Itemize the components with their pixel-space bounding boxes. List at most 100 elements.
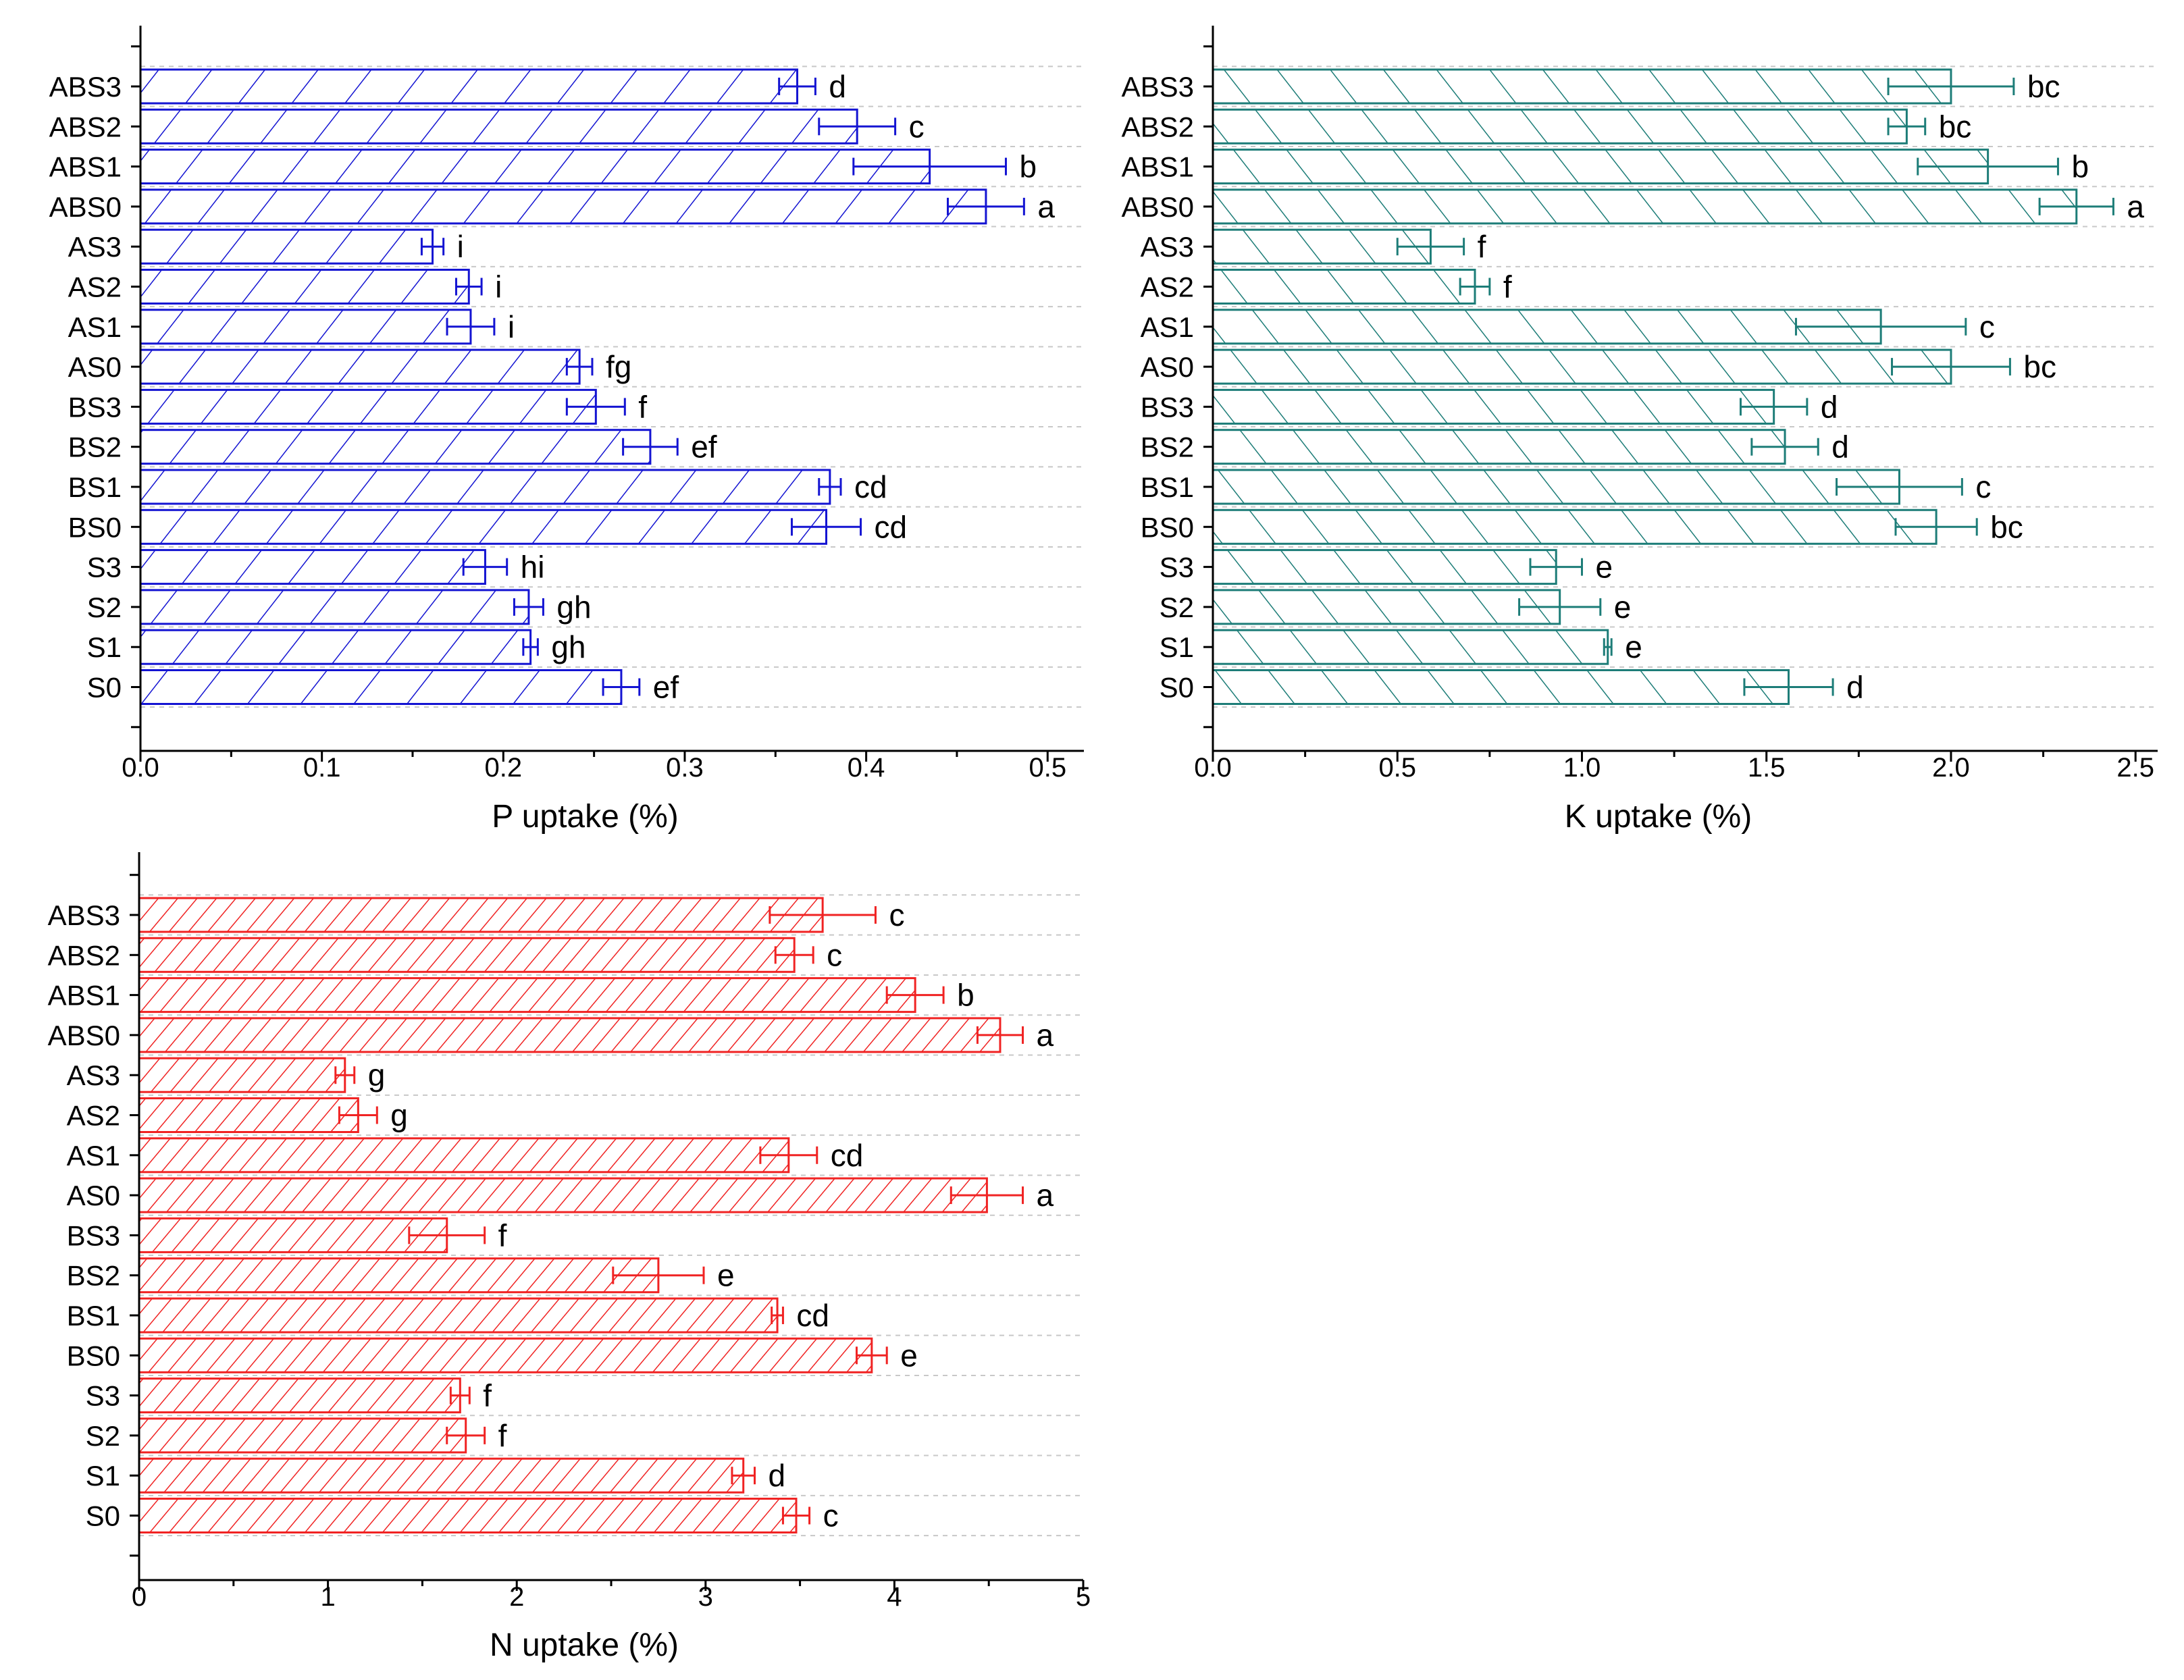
significance-label: f — [1478, 229, 1486, 264]
significance-label: ef — [653, 670, 679, 705]
category-label: S2 — [1160, 592, 1194, 623]
significance-label: d — [1846, 670, 1864, 705]
bar-n-bs1 — [138, 1297, 779, 1334]
significance-label: e — [1614, 589, 1632, 625]
category-label: ABS0 — [49, 191, 122, 223]
bar-k-as0 — [1212, 348, 1952, 385]
bar-k-abs3 — [1212, 68, 1952, 105]
x-axis-title: N uptake (%) — [490, 1627, 679, 1663]
bar-p-s0 — [139, 669, 623, 705]
category-label: ABS3 — [1122, 71, 1194, 103]
category-label: ABS1 — [49, 151, 122, 183]
significance-label: bc — [2027, 69, 2060, 104]
bar-k-abs2 — [1212, 108, 1908, 145]
significance-label: i — [495, 269, 502, 305]
category-label: ABS3 — [48, 899, 120, 931]
category-label: S2 — [86, 1420, 120, 1452]
significance-label: e — [900, 1338, 918, 1373]
significance-label: e — [1595, 550, 1613, 585]
category-label: AS1 — [68, 311, 122, 343]
bar-k-abs0 — [1212, 188, 2078, 225]
x-tick-label: 2.0 — [1932, 753, 1970, 783]
category-label: ABS0 — [48, 1020, 120, 1051]
bar-k-as2 — [1212, 269, 1476, 305]
significance-label: d — [1821, 389, 1838, 424]
bar-n-as1 — [138, 1137, 790, 1174]
significance-label: gh — [556, 589, 591, 625]
bar-p-abs0 — [139, 188, 987, 225]
bar-n-as0 — [138, 1177, 988, 1213]
category-label: AS2 — [67, 1100, 120, 1132]
category-label: BS1 — [68, 471, 122, 503]
category-label: BS1 — [1141, 471, 1194, 503]
bar-k-s0 — [1212, 669, 1790, 705]
significance-label: bc — [1939, 109, 1972, 144]
category-label: BS1 — [67, 1300, 120, 1332]
bar-p-as2 — [139, 269, 470, 305]
significance-label: c — [889, 897, 904, 933]
bar-n-bs0 — [138, 1337, 873, 1373]
category-label: ABS2 — [48, 939, 120, 971]
bar-p-abs1 — [139, 149, 931, 185]
significance-label: c — [1979, 309, 1995, 344]
category-label: S0 — [86, 1500, 120, 1532]
significance-label: cd — [831, 1138, 864, 1173]
x-tick-label: 0.0 — [122, 753, 159, 783]
k-uptake-chart: bc ABS3 bc ABS2 b ABS1 a ABS0 f AS3 f AS2 c AS1 bc AS0 d… — [1122, 26, 2158, 835]
bar-k-bs3 — [1212, 388, 1775, 425]
significance-label: d — [829, 69, 846, 104]
significance-label: f — [498, 1217, 507, 1253]
bar-p-abs2 — [139, 108, 858, 145]
significance-label: f — [1503, 269, 1512, 305]
significance-label: b — [957, 978, 974, 1013]
significance-label: bc — [1990, 509, 2023, 544]
x-tick-label: 0.4 — [848, 753, 885, 783]
bar-p-bs3 — [139, 388, 597, 425]
bar-k-as1 — [1212, 309, 1882, 345]
bar-p-as0 — [139, 348, 581, 385]
category-label: AS0 — [68, 351, 122, 383]
bar-k-s3 — [1212, 549, 1557, 585]
x-tick-label: 0.1 — [303, 753, 341, 783]
x-tick-label: 2 — [509, 1582, 524, 1612]
x-tick-label: 5 — [1076, 1582, 1091, 1612]
category-label: S3 — [86, 1380, 120, 1412]
significance-label: c — [1975, 469, 1991, 504]
x-tick-label: 1.0 — [1563, 753, 1601, 783]
significance-label: f — [638, 389, 647, 424]
bar-p-s2 — [139, 589, 530, 625]
bar-n-abs2 — [138, 937, 796, 973]
significance-label: f — [483, 1378, 492, 1413]
category-label: S2 — [87, 592, 122, 623]
category-label: BS2 — [1141, 431, 1194, 463]
bar-p-as3 — [139, 228, 434, 265]
significance-label: f — [498, 1418, 507, 1453]
bar-k-abs1 — [1212, 149, 1990, 185]
significance-label: i — [508, 309, 515, 344]
category-label: S0 — [87, 672, 122, 704]
x-tick-label: 0 — [132, 1582, 147, 1612]
significance-label: c — [827, 937, 842, 972]
category-label: ABS1 — [48, 980, 120, 1012]
bar-n-s2 — [138, 1417, 467, 1454]
significance-label: e — [1625, 629, 1642, 664]
significance-label: a — [1037, 189, 1055, 224]
category-label: AS1 — [67, 1140, 120, 1172]
significance-label: c — [909, 109, 925, 144]
x-tick-label: 2.5 — [2116, 753, 2154, 783]
category-label: BS0 — [68, 511, 122, 543]
significance-label: i — [457, 229, 464, 264]
bar-n-abs0 — [138, 1017, 1002, 1053]
category-label: S1 — [1160, 631, 1194, 663]
category-label: AS3 — [67, 1059, 120, 1091]
bar-p-s1 — [139, 629, 532, 665]
bar-p-s3 — [139, 549, 486, 585]
significance-label: c — [823, 1498, 839, 1533]
x-tick-label: 0.2 — [485, 753, 523, 783]
category-label: ABS2 — [49, 111, 122, 142]
x-axis-title: K uptake (%) — [1565, 799, 1752, 835]
significance-label: g — [390, 1098, 408, 1133]
x-tick-label: 0.3 — [666, 753, 704, 783]
category-label: S1 — [86, 1460, 120, 1492]
